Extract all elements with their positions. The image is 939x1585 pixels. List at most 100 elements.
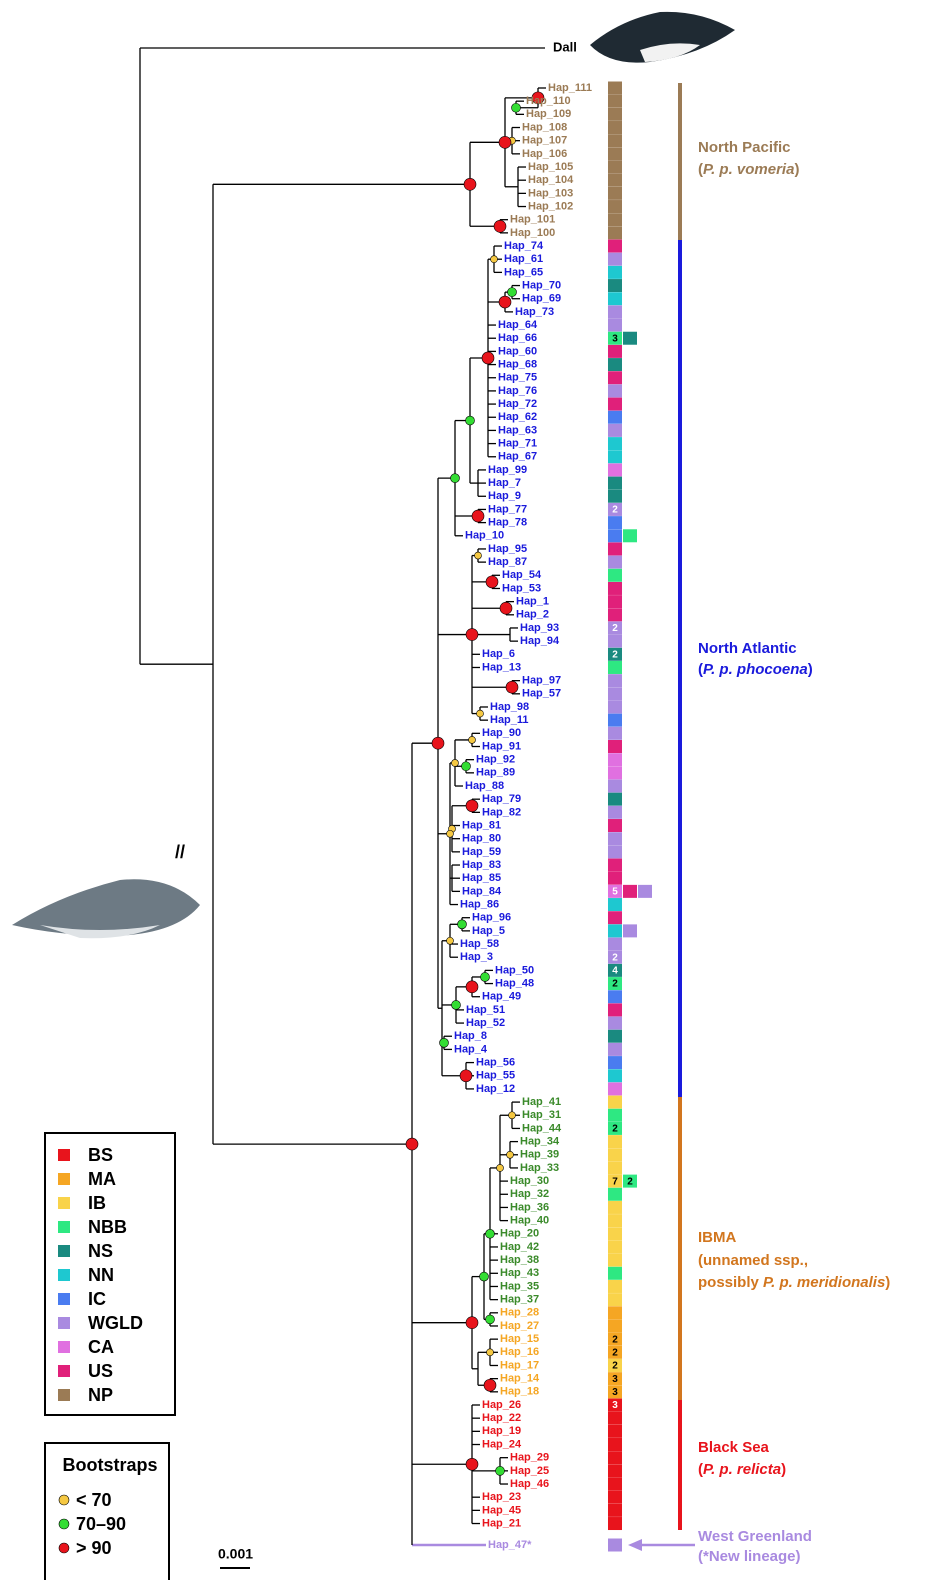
region-box: [608, 397, 622, 411]
bootstrap-node: [486, 1348, 494, 1357]
leaf-label: Hap_50: [495, 964, 534, 976]
bootstrap-node: [459, 1069, 473, 1083]
region-box: [608, 81, 622, 95]
region-box: [608, 344, 622, 358]
region-box: [608, 1069, 622, 1083]
leaf-label: Hap_73: [515, 306, 554, 318]
leaf-label: Hap_45: [482, 1504, 521, 1516]
count-label: 4: [612, 966, 618, 977]
leaf-label: Hap_61: [504, 253, 543, 265]
clade-label-part: (*New lineage): [698, 1548, 801, 1565]
count-label: 2: [612, 505, 618, 516]
count-label: 2: [612, 979, 618, 990]
clade-label: Black Sea: [698, 1439, 770, 1456]
leaf-label: Hap_75: [498, 372, 537, 384]
count-label: 2: [612, 623, 618, 634]
bootstrap-swatch: [58, 1518, 70, 1530]
leaf-label: Hap_40: [510, 1215, 549, 1227]
leaf-label: Hap_80: [462, 833, 501, 845]
region-box: [608, 1016, 622, 1030]
region-box: [608, 1200, 622, 1214]
region-box: [608, 1411, 622, 1425]
bootstrap-node: [490, 255, 498, 264]
leaf-label: Hap_110: [526, 95, 571, 107]
legend-label: IC: [88, 1289, 106, 1309]
region-box: [608, 134, 622, 148]
dall-illustration: [590, 11, 735, 63]
bootstrap-label: 70–90: [76, 1514, 126, 1534]
leaf-label: Hap_38: [500, 1254, 539, 1266]
clade-label-part: North Atlantic: [698, 640, 797, 657]
count-label: 3: [612, 1400, 618, 1411]
bootstrap-node: [451, 1000, 461, 1010]
bootstrap-node: [465, 1316, 479, 1329]
bootstrap-node: [471, 509, 485, 523]
region-box: [608, 160, 622, 174]
legend-label: IB: [88, 1193, 106, 1213]
legend-label: BS: [88, 1145, 113, 1165]
legend-swatch: [58, 1317, 70, 1329]
leaf-label: Hap_34: [520, 1136, 560, 1148]
clade-label-part: (: [698, 161, 703, 178]
region-box: [608, 437, 622, 451]
bootstrap-swatch: [58, 1542, 70, 1554]
leaf-label: Hap_25: [510, 1465, 549, 1477]
bootstrap-node: [474, 551, 482, 560]
region-box: [608, 608, 622, 622]
leaf-label: Hap_56: [476, 1056, 515, 1068]
clade-label-part: ): [808, 661, 813, 678]
leaf-label: Hap_2: [516, 609, 549, 621]
region-box: [608, 555, 622, 569]
region-box: [608, 1451, 622, 1465]
region-box: [608, 1056, 622, 1070]
leaf-label: Hap_54: [502, 569, 542, 581]
leaf-label: Hap_86: [460, 898, 499, 910]
leaf-label: Hap_5: [472, 925, 505, 937]
region-box: [608, 1279, 622, 1293]
leaf-label: Hap_44: [522, 1122, 562, 1134]
region-box: [608, 595, 622, 609]
bootstrap-label: < 70: [76, 1490, 112, 1510]
leaf-label: Hap_78: [488, 517, 527, 529]
region-box: [608, 937, 622, 951]
bootstrap-node: [499, 601, 513, 615]
bootstrap-swatch: [58, 1494, 70, 1506]
region-box: [608, 779, 622, 793]
legend-swatch: [58, 1245, 70, 1257]
leaf-label: Hap_46: [510, 1478, 549, 1490]
leaf-label: Hap_68: [498, 358, 537, 370]
bootstrap-node: [483, 1378, 497, 1392]
region-box: [608, 924, 622, 938]
region-box: [608, 1438, 622, 1452]
region-box: [608, 1135, 622, 1149]
clade-label-part: ): [794, 161, 799, 178]
leaf-label: Hap_35: [500, 1280, 539, 1292]
region-box: [608, 1095, 622, 1109]
clade-label: possibly P. p. meridionalis): [698, 1274, 890, 1291]
region-box: [608, 463, 622, 477]
legend-swatch: [58, 1173, 70, 1185]
region-box: [608, 766, 622, 780]
region-box: [608, 423, 622, 437]
legend-label: US: [88, 1361, 113, 1381]
legend-box: [44, 1132, 176, 1416]
region-box: [608, 1398, 622, 1412]
region-box: [608, 1517, 622, 1531]
region-box: [608, 1503, 622, 1517]
leaf-label: Hap_89: [476, 767, 515, 779]
region-box: [608, 331, 622, 345]
bootstrap-node: [457, 919, 467, 930]
leaf-label: Hap_101: [510, 214, 555, 226]
region-box: [608, 568, 622, 582]
leaf-label: Hap_111: [548, 82, 592, 94]
count-label: 7: [612, 1176, 618, 1187]
clade-label: North Pacific: [698, 139, 791, 156]
leaf-label: Hap_70: [522, 279, 561, 291]
region-box: [608, 700, 622, 714]
region-box: [608, 265, 622, 279]
leaf-label: Hap_69: [522, 293, 561, 305]
leaf-label: Hap_100: [510, 227, 555, 239]
leaf-label: Hap_63: [498, 424, 537, 436]
leaf-label: Hap_30: [510, 1175, 549, 1187]
leaf-label: Hap_72: [498, 398, 537, 410]
